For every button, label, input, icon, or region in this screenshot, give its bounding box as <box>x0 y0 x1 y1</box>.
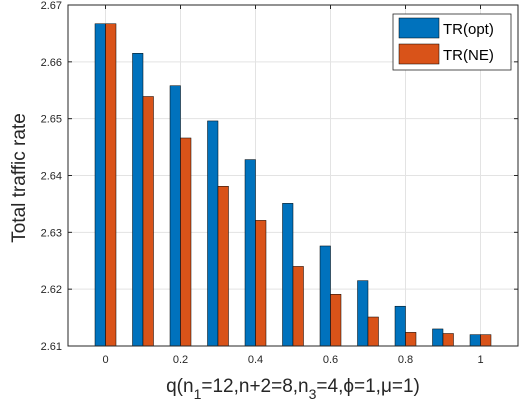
y-axis-label: Total traffic rate <box>9 113 30 243</box>
bar-tr-opt <box>319 245 331 347</box>
legend: TR(opt) TR(NE) <box>392 13 512 71</box>
y-tick-label: 2.64 <box>41 171 62 183</box>
bar-tr-ne <box>442 333 454 347</box>
x-tick-label: 0.8 <box>398 354 413 366</box>
x-axis-label: q(n1=12,n+2=8,n3=4,ϕ=1,μ=1) <box>166 376 420 402</box>
y-tick-label: 2.66 <box>41 57 62 69</box>
legend-swatch-tr-ne <box>398 43 440 65</box>
bars <box>94 23 492 347</box>
bar-tr-opt <box>282 203 294 347</box>
bar-tr-opt <box>469 334 481 347</box>
bar-tr-opt <box>169 85 181 347</box>
y-tick-label: 2.65 <box>41 114 62 126</box>
legend-label-tr-ne: TR(NE) <box>443 47 494 64</box>
legend-label-tr-opt: TR(opt) <box>443 21 494 38</box>
bar-tr-opt <box>132 53 144 347</box>
x-tick-label: 0.2 <box>173 354 188 366</box>
bar-tr-opt <box>244 159 256 347</box>
bar-tr-opt <box>394 305 406 347</box>
x-tick-label: 1 <box>477 354 483 366</box>
bar-tr-opt <box>357 280 369 347</box>
bar-tr-ne <box>105 23 117 347</box>
bar-tr-ne <box>405 332 417 347</box>
y-tick-label: 2.61 <box>41 341 62 353</box>
y-axis-ticks: 2.61 2.62 2.63 2.64 2.65 2.66 2.67 <box>41 0 518 353</box>
bar-tr-ne <box>217 186 229 347</box>
bar-tr-opt <box>432 328 444 347</box>
bar-tr-opt <box>207 120 219 347</box>
bar-tr-ne <box>367 316 379 347</box>
x-tick-label: 0.4 <box>248 354 263 366</box>
legend-swatch-tr-opt <box>398 17 440 39</box>
bar-tr-ne <box>255 220 267 347</box>
x-tick-label: 0.6 <box>323 354 338 366</box>
x-tick-label: 0 <box>102 354 108 366</box>
y-tick-label: 2.63 <box>41 227 62 239</box>
bar-tr-ne <box>480 334 492 347</box>
bar-tr-ne <box>330 294 342 347</box>
x-axis-ticks: 0 0.2 0.4 0.6 0.8 1 <box>102 5 484 366</box>
y-tick-label: 2.62 <box>41 284 62 296</box>
bar-tr-ne <box>292 266 304 347</box>
bar-tr-opt <box>94 23 106 347</box>
bar-tr-ne <box>180 137 192 347</box>
y-tick-label: 2.67 <box>41 0 62 12</box>
bar-tr-ne <box>142 96 154 347</box>
